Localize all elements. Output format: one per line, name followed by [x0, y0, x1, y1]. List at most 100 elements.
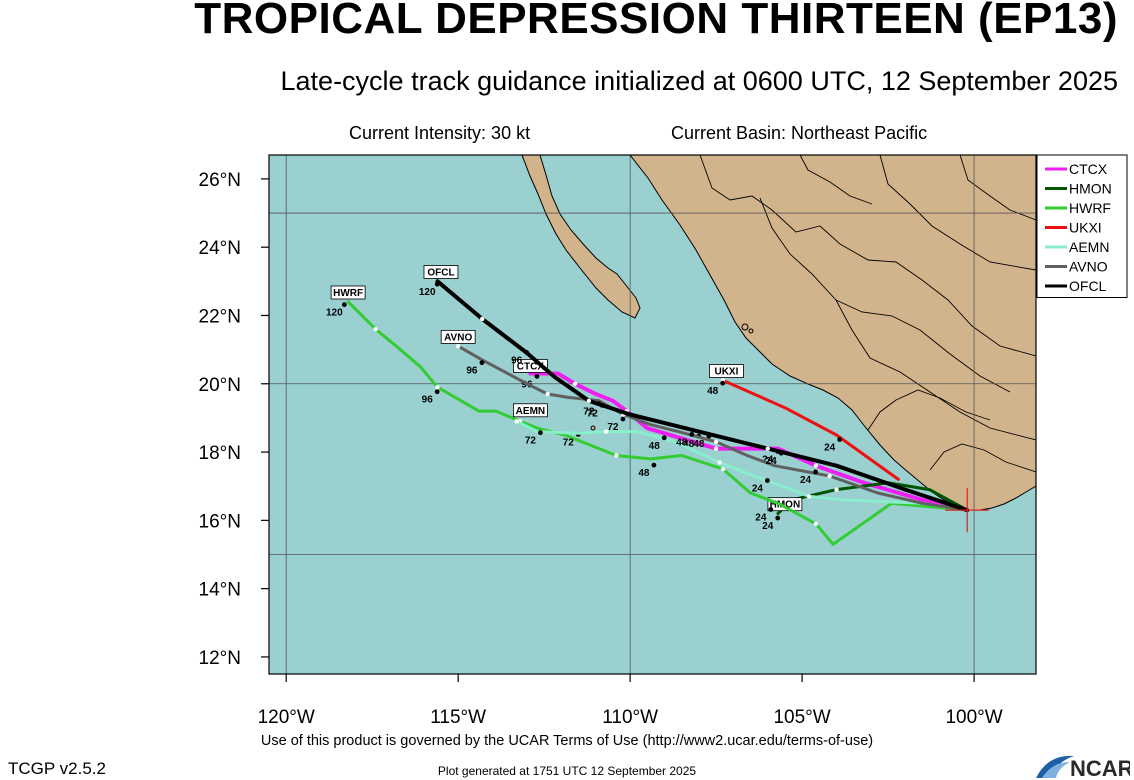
version-label: TCGP v2.5.2 — [8, 759, 106, 778]
track-point — [614, 453, 619, 458]
model-name-box — [767, 497, 803, 512]
forecast-hour-dot — [341, 302, 347, 308]
forecast-hour-dot — [768, 507, 774, 512]
forecast-hour-label: 72 — [587, 408, 599, 419]
track-point — [586, 398, 592, 404]
lat-tick-label: 26°N — [199, 170, 241, 191]
model-name-box — [709, 364, 744, 378]
track-point — [455, 344, 461, 349]
track-ofcl: 24 48 72 96 120 OFCL — [419, 265, 970, 513]
forecast-hour-dot — [720, 380, 726, 386]
legend-label: OFCL — [1069, 278, 1107, 294]
model-name-label: UKXI — [714, 367, 738, 378]
state-borders — [699, 155, 1036, 473]
legend-item-avno: AVNO — [1045, 259, 1108, 275]
storm-position-marker — [945, 488, 990, 533]
track-line — [456, 344, 969, 512]
mexico-mainland — [629, 155, 1036, 511]
model-name-label: AVNO — [444, 332, 472, 343]
forecast-hour-dot — [524, 350, 530, 355]
legend-label: CTCX — [1069, 161, 1108, 177]
forecast-hour-label: 48 — [683, 439, 695, 450]
model-name-box — [330, 285, 366, 300]
legend-label: AVNO — [1069, 259, 1108, 275]
map-axes: 12°N 14°N 16°N 18°N 20°N 22°N 24°N 26°N 120°W 115… — [199, 170, 1003, 728]
track-point — [720, 466, 726, 472]
legend-item-ukxi: UKXI — [1045, 220, 1102, 236]
track-point — [514, 419, 519, 424]
track-point — [813, 463, 819, 468]
lat-tick-label: 16°N — [199, 511, 241, 532]
lat-tick-label: 12°N — [199, 648, 241, 669]
svg-text:NCAR: NCAR — [1070, 756, 1130, 780]
forecast-hour-label: 24 — [762, 521, 774, 532]
current-intensity: Current Intensity: 30 kt — [349, 123, 531, 143]
forecast-hour-label: 24 — [800, 475, 812, 486]
lon-tick-label: 115°W — [430, 707, 486, 728]
forecast-hour-dot — [537, 430, 543, 436]
forecast-hour-dot — [837, 437, 843, 442]
track-point — [713, 446, 719, 451]
forecast-hour-dot — [534, 373, 540, 379]
forecast-hour-dot — [689, 432, 695, 437]
track-point — [765, 446, 770, 451]
forecast-hour-dot — [775, 515, 781, 521]
track-point — [373, 326, 378, 332]
forecast-hour-label: 24 — [766, 456, 778, 467]
legend-item-aemn: AEMN — [1045, 239, 1109, 255]
model-name-box — [440, 329, 476, 344]
island — [741, 323, 749, 331]
forecast-hour-label: 120 — [419, 287, 436, 298]
track-point — [545, 391, 550, 397]
track-point — [806, 494, 812, 499]
track-hwrf: 24 48 72 96 120 HWRF — [326, 285, 969, 546]
legend-label: AEMN — [1069, 239, 1109, 255]
track-line — [435, 279, 970, 513]
track-point — [834, 487, 839, 492]
lat-tick-label: 14°N — [199, 580, 241, 601]
forecast-hour-label: 24 — [755, 513, 767, 524]
lat-tick-label: 22°N — [199, 306, 241, 327]
forecast-hour-label: 120 — [326, 308, 343, 319]
track-avno: 24 48 72 96 AVNO — [440, 329, 969, 512]
track-point — [813, 521, 819, 526]
lat-tick-label: 18°N — [199, 443, 241, 464]
track-line — [528, 371, 970, 513]
map-frame — [268, 154, 1037, 675]
legend-item-ofcl: OFCL — [1045, 278, 1107, 294]
forecast-hour-label: 96 — [466, 366, 478, 377]
generated-timestamp: Plot generated at 1751 UTC 12 September … — [437, 764, 697, 778]
lon-tick-label: 110°W — [602, 707, 658, 728]
island — [748, 328, 754, 334]
forecast-hour-dot — [620, 416, 626, 422]
forecast-hour-dot — [765, 478, 770, 483]
model-name-box — [512, 403, 548, 418]
legend-item-hwrf: HWRF — [1045, 200, 1111, 216]
land-mass — [521, 155, 1036, 511]
forecast-hour-dot — [596, 401, 602, 407]
track-point — [480, 316, 485, 322]
forecast-hour-dot — [778, 450, 784, 456]
plot-subtitle: Late-cycle track guidance initialized at… — [280, 66, 1118, 96]
track-line — [721, 378, 900, 481]
forecast-hour-label: 72 — [583, 407, 595, 418]
legend-item-hmon: HMON — [1045, 181, 1112, 197]
forecast-hour-dot — [479, 360, 485, 366]
forecast-hour-dot — [434, 389, 440, 395]
track-point — [713, 439, 719, 445]
track-ukxi: 24 48 UKXI — [707, 364, 900, 481]
baja-california — [521, 155, 641, 319]
track-point — [603, 429, 609, 434]
lat-tick-label: 20°N — [199, 375, 241, 396]
legend: CTCX HMON HWRF UKXI AEMN AVNO OFCL — [1036, 154, 1128, 298]
forecast-hour-dot — [661, 435, 667, 441]
legend-item-ctcx: CTCX — [1045, 161, 1108, 177]
track-point — [717, 460, 722, 465]
track-line — [346, 300, 969, 546]
model-name-label: CTCX — [517, 361, 545, 372]
model-name-label: HMON — [770, 500, 801, 511]
forecast-hour-label: 48 — [638, 468, 650, 479]
ncar-logo: NCAR — [1036, 755, 1130, 780]
model-tracks: 24487296CTCX24HMON24487296120HWRF2448UKX… — [326, 265, 970, 546]
lon-tick-label: 100°W — [945, 707, 1002, 728]
